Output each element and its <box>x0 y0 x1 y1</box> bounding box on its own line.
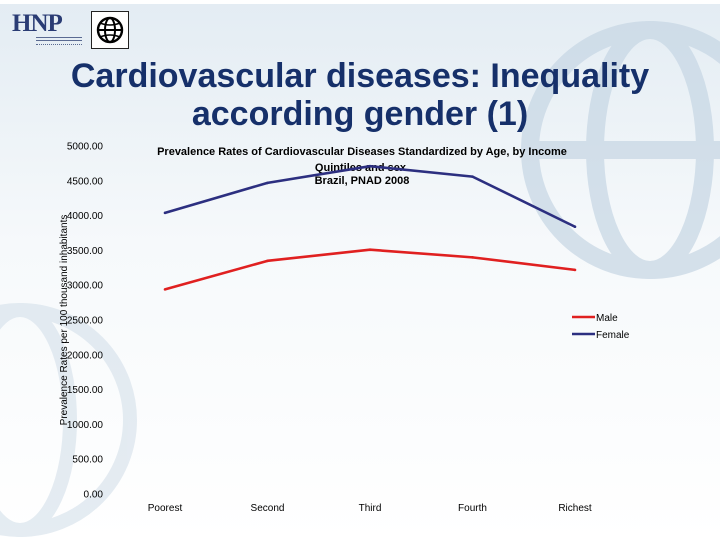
data-point-male <box>368 248 372 252</box>
y-axis-label: Prevalence Rates per 100 thousand inhabi… <box>59 215 70 426</box>
legend-label-male: Male <box>596 313 618 324</box>
y-tick-label: 500.00 <box>72 455 103 466</box>
data-point-female <box>163 211 167 215</box>
hnp-logo-rule-dotted <box>36 44 82 45</box>
y-tick-label: 4000.00 <box>67 211 104 222</box>
chart-title-line: Prevalence Rates of Cardiovascular Disea… <box>157 146 567 158</box>
x-tick-label: Second <box>251 503 285 514</box>
data-point-male <box>471 256 474 259</box>
x-tick-label: Poorest <box>148 503 183 514</box>
data-point-male <box>266 259 269 263</box>
y-tick-label: 1000.00 <box>67 420 104 431</box>
y-tick-label: 1500.00 <box>67 385 104 396</box>
legend-label-female: Female <box>596 330 630 341</box>
hnp-logo: HNP <box>6 6 84 50</box>
data-point-male <box>573 268 577 272</box>
data-point-female <box>471 175 474 178</box>
x-tick-label: Fourth <box>458 503 487 514</box>
x-tick-label: Richest <box>558 503 592 514</box>
y-tick-label: 5000.00 <box>67 142 104 153</box>
world-bank-logo-icon <box>91 11 129 49</box>
y-tick-label: 3000.00 <box>67 281 104 292</box>
data-point-female <box>573 225 577 229</box>
series-line-male <box>164 248 576 291</box>
y-tick-label: 2000.00 <box>67 350 104 361</box>
data-point-female <box>368 164 372 168</box>
y-tick-label: 4500.00 <box>67 176 104 187</box>
slide-title: Cardiovascular diseases: Inequality acco… <box>70 57 650 133</box>
y-tick-label: 0.00 <box>84 490 104 501</box>
chart-title-line: Brazil, PNAD 2008 <box>315 175 410 187</box>
y-tick-label: 3500.00 <box>67 246 104 257</box>
hnp-logo-text: HNP <box>12 10 63 37</box>
y-tick-label: 2500.00 <box>67 316 104 327</box>
x-tick-label: Third <box>359 503 382 514</box>
hnp-logo-rule <box>36 37 82 41</box>
data-point-female <box>266 181 269 185</box>
data-point-male <box>163 288 167 291</box>
